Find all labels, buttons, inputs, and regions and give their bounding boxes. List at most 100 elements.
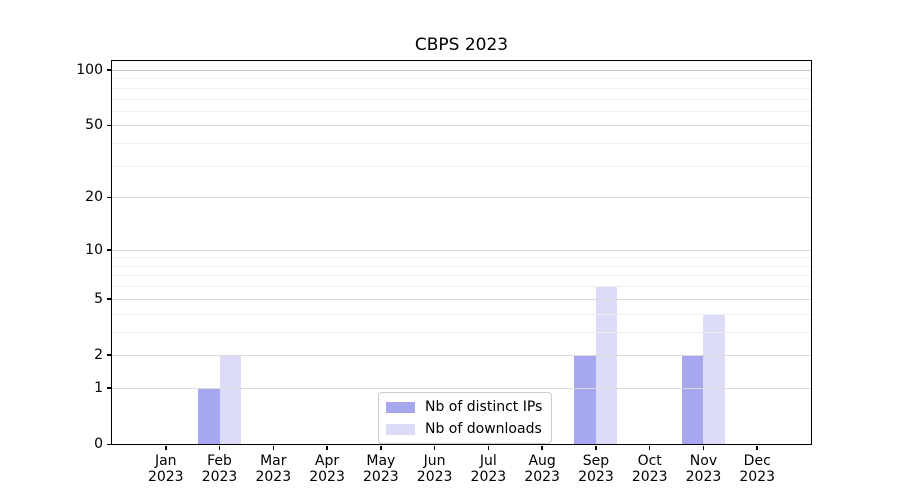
- x-tick-year: 2023: [524, 469, 560, 485]
- legend: Nb of distinct IPs Nb of downloads: [378, 392, 553, 444]
- x-tick-year: 2023: [631, 469, 668, 485]
- gridline-major-20: [112, 197, 811, 199]
- x-tick-month: May: [366, 453, 396, 469]
- x-tick-label-jan: Jan 2023: [135, 453, 197, 485]
- y-tick-label-0: 0: [94, 436, 103, 452]
- y-tick-label-2: 2: [94, 346, 103, 363]
- y-tick-label-100: 100: [76, 61, 103, 78]
- x-tick-mark-oct: [648, 445, 651, 450]
- x-tick-mark-mar: [272, 445, 275, 450]
- x-tick-label-jul: Jul 2023: [457, 453, 519, 485]
- x-tick-month: Oct: [637, 453, 662, 469]
- x-tick-label-sep: Sep 2023: [565, 453, 627, 485]
- gridline-major-100: [112, 69, 811, 71]
- gridline-minor-4: [112, 313, 811, 315]
- y-tick-mark-10: [106, 249, 111, 251]
- x-tick-label-dec: Dec 2023: [726, 453, 788, 485]
- gridline-minor-90: [112, 78, 811, 80]
- x-tick-month: Dec: [743, 453, 771, 469]
- x-tick-year: 2023: [470, 469, 507, 485]
- chart-title: CBPS 2023: [414, 35, 509, 55]
- gridline-major-10: [112, 249, 811, 251]
- bar-distinct-ips-sep: [574, 354, 596, 444]
- y-tick-label-50: 50: [85, 117, 103, 134]
- x-tick-month: Jun: [423, 453, 446, 469]
- gridline-minor-9: [112, 257, 811, 259]
- legend-row-downloads: Nb of downloads: [386, 420, 542, 438]
- x-tick-year: 2023: [255, 469, 292, 485]
- x-tick-year: 2023: [147, 469, 184, 485]
- gridline-minor-80: [112, 87, 811, 89]
- x-tick-year: 2023: [739, 469, 776, 485]
- x-tick-year: 2023: [416, 469, 453, 485]
- x-tick-year: 2023: [363, 469, 399, 485]
- plot-area: [110, 59, 812, 445]
- gridline-minor-70: [112, 98, 811, 100]
- x-tick-month: Aug: [528, 453, 556, 469]
- bar-downloads-sep: [595, 286, 618, 444]
- y-tick-mark-2: [106, 354, 111, 356]
- legend-swatch-downloads: [386, 423, 415, 435]
- x-tick-mark-nov: [702, 445, 705, 450]
- y-tick-mark-100: [106, 69, 111, 71]
- x-tick-mark-apr: [326, 445, 328, 450]
- bar-downloads-nov: [703, 313, 725, 444]
- gridline-major-1: [112, 387, 811, 389]
- x-tick-month: Nov: [689, 453, 718, 469]
- x-tick-month: Jul: [479, 453, 497, 469]
- x-tick-year: 2023: [578, 469, 614, 485]
- gridline-minor-7: [112, 275, 811, 277]
- y-tick-label-5: 5: [94, 290, 103, 307]
- x-tick-mark-feb: [218, 445, 221, 450]
- y-tick-mark-5: [106, 298, 111, 300]
- x-tick-month: Sep: [582, 453, 610, 469]
- y-tick-label-10: 10: [85, 241, 103, 258]
- legend-label-distinct-ips: Nb of distinct IPs: [425, 399, 543, 415]
- y-tick-mark-20: [106, 196, 111, 199]
- y-tick-mark-1: [106, 387, 111, 389]
- x-tick-month: Feb: [207, 453, 232, 469]
- x-tick-mark-jan: [165, 445, 167, 450]
- y-tick-mark-0: [106, 443, 111, 445]
- legend-row-distinct-ips: Nb of distinct IPs: [386, 398, 542, 416]
- legend-swatch-distinct-ips: [386, 401, 415, 413]
- x-tick-label-oct: Oct 2023: [619, 453, 681, 485]
- bar-distinct-ips-nov: [681, 354, 704, 444]
- x-tick-label-aug: Aug 2023: [511, 453, 573, 485]
- x-tick-label-feb: Feb 2023: [189, 453, 251, 485]
- x-tick-mark-sep: [595, 445, 597, 450]
- gridline-minor-6: [112, 286, 811, 288]
- x-tick-label-apr: Apr 2023: [296, 453, 358, 485]
- x-tick-mark-may: [380, 445, 382, 450]
- x-tick-mark-aug: [541, 445, 543, 450]
- bars-layer: [112, 61, 811, 444]
- bar-distinct-ips-feb: [198, 387, 220, 444]
- y-tick-label-1: 1: [94, 379, 103, 396]
- x-tick-mark-jun: [433, 445, 436, 450]
- gridline-major-5: [112, 298, 811, 300]
- x-tick-label-nov: Nov 2023: [672, 453, 734, 485]
- x-tick-month: Mar: [260, 453, 287, 469]
- x-tick-label-mar: Mar 2023: [242, 453, 304, 485]
- gridline-major-2: [112, 354, 811, 356]
- x-tick-month: Jan: [154, 453, 177, 469]
- bar-downloads-feb: [219, 354, 242, 444]
- x-tick-mark-jul: [487, 445, 490, 450]
- gridline-minor-60: [112, 110, 811, 112]
- x-tick-label-jun: Jun 2023: [404, 453, 466, 485]
- x-tick-mark-dec: [756, 445, 758, 450]
- gridline-minor-3: [112, 331, 811, 333]
- y-tick-mark-50: [106, 124, 111, 127]
- x-tick-year: 2023: [201, 469, 238, 485]
- gridline-minor-40: [112, 143, 811, 145]
- gridline-major-50: [112, 125, 811, 127]
- x-tick-month: Apr: [314, 453, 340, 469]
- x-tick-label-may: May 2023: [350, 453, 412, 485]
- x-tick-year: 2023: [309, 469, 345, 485]
- gridline-minor-30: [112, 165, 811, 167]
- gridlines-layer: [112, 61, 811, 444]
- legend-label-downloads: Nb of downloads: [425, 421, 542, 437]
- gridline-minor-8: [112, 265, 811, 267]
- y-tick-label-20: 20: [85, 189, 103, 206]
